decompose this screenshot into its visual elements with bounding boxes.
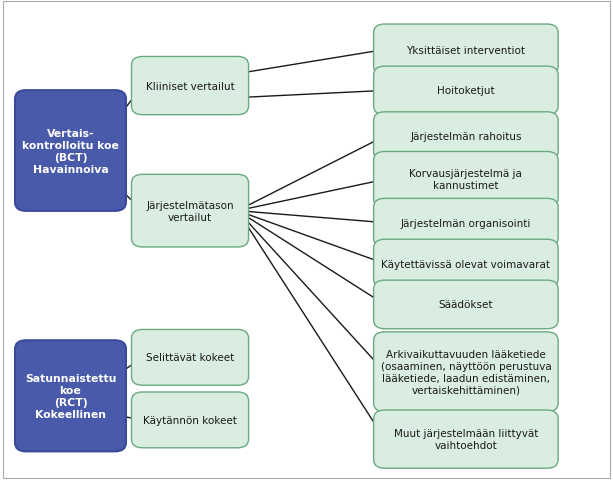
FancyBboxPatch shape — [374, 332, 558, 412]
Text: Järjestelmätason
vertailut: Järjestelmätason vertailut — [147, 200, 234, 222]
Text: Muut järjestelmään liittyvät
vaihtoehdot: Muut järjestelmään liittyvät vaihtoehdot — [394, 428, 538, 450]
FancyBboxPatch shape — [374, 113, 558, 161]
Text: Vertais-
kontrolloitu koe
(BCT)
Havainnoiva: Vertais- kontrolloitu koe (BCT) Havainno… — [22, 128, 119, 174]
FancyBboxPatch shape — [131, 58, 249, 116]
Text: Kliiniset vertailut: Kliiniset vertailut — [146, 82, 234, 91]
FancyBboxPatch shape — [374, 240, 558, 288]
Text: Järjestelmän rahoitus: Järjestelmän rahoitus — [410, 132, 522, 142]
Text: Säädökset: Säädökset — [439, 300, 493, 310]
Text: Yksittäiset interventiot: Yksittäiset interventiot — [406, 46, 525, 55]
Text: Käytännön kokeet: Käytännön kokeet — [143, 415, 237, 425]
FancyBboxPatch shape — [15, 91, 126, 211]
FancyBboxPatch shape — [374, 25, 558, 76]
Text: Satunnaistettu
koe
(RCT)
Kokeellinen: Satunnaistettu koe (RCT) Kokeellinen — [25, 373, 116, 419]
FancyBboxPatch shape — [374, 152, 558, 208]
Text: Hoitoketjut: Hoitoketjut — [437, 86, 495, 96]
FancyBboxPatch shape — [15, 341, 126, 451]
FancyBboxPatch shape — [131, 175, 249, 248]
FancyBboxPatch shape — [374, 199, 558, 248]
FancyBboxPatch shape — [374, 410, 558, 468]
FancyBboxPatch shape — [131, 392, 249, 448]
FancyBboxPatch shape — [131, 330, 249, 385]
FancyBboxPatch shape — [374, 280, 558, 329]
Text: Selittävät kokeet: Selittävät kokeet — [146, 353, 234, 362]
Text: Korvausjärjestelmä ja
kannustimet: Korvausjärjestelmä ja kannustimet — [409, 169, 522, 191]
Text: Arkivaikuttavuuden lääketiede
(osaaminen, näyttöön perustuva
lääketiede, laadun : Arkivaikuttavuuden lääketiede (osaaminen… — [381, 349, 551, 395]
Text: Järjestelmän organisointi: Järjestelmän organisointi — [401, 218, 531, 228]
Text: Käytettävissä olevat voimavarat: Käytettävissä olevat voimavarat — [381, 259, 550, 269]
FancyBboxPatch shape — [374, 67, 558, 115]
